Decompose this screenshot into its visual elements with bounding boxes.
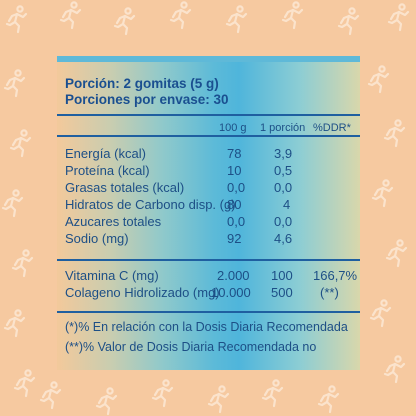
nutrient-per100: 78 [227, 146, 242, 161]
nutrient-portion: 4,6 [274, 231, 293, 246]
extra-name: Colageno Hidrolizado (mg) [65, 285, 220, 300]
nutrient-portion: 0,0 [274, 214, 293, 229]
nutrient-portion: 0,5 [274, 163, 293, 178]
servings-per-container: Porciones por envase: 30 [65, 92, 229, 107]
extra-per100: 2.000 [217, 268, 250, 283]
column-header-portion: 1 porción [260, 122, 306, 134]
nutrient-per100: 0,0 [227, 180, 246, 195]
nutrient-per100: 92 [227, 231, 242, 246]
divider [57, 259, 360, 261]
nutrient-name: Azucares totales [65, 214, 162, 229]
nutrient-portion: 0,0 [274, 180, 293, 195]
nutrient-name: Energía (kcal) [65, 146, 146, 161]
nutrient-per100: 0,0 [227, 214, 246, 229]
nutrient-name: Grasas totales (kcal) [65, 180, 185, 195]
column-header-ddr: %DDR* [313, 122, 351, 134]
nutrient-name: Proteína (kcal) [65, 163, 150, 178]
divider [57, 311, 360, 313]
nutrient-name: Sodio (mg) [65, 231, 129, 246]
divider [57, 135, 360, 137]
divider [57, 114, 360, 116]
nutrient-name: Hidratos de Carbono disp. (g) [65, 197, 236, 212]
extra-portion: 500 [271, 285, 293, 300]
nutrient-portion: 4 [283, 197, 291, 212]
column-header-100g: 100 g [219, 122, 247, 134]
nutrient-per100: 10 [227, 163, 242, 178]
footnote: (*)% En relación con la Dosis Diaria Rec… [65, 320, 348, 334]
footnote: (**)% Valor de Dosis Diaria Recomendada … [65, 340, 317, 354]
extra-name: Vitamina C (mg) [65, 268, 159, 283]
portion-size: Porción: 2 gomitas (5 g) [65, 76, 219, 91]
extra-portion: 100 [271, 268, 293, 283]
extra-ddr: (**) [320, 285, 339, 300]
extra-ddr: 166,7% [313, 268, 358, 283]
nutrient-portion: 3,9 [274, 146, 293, 161]
nutrient-per100: 80 [227, 197, 242, 212]
extra-per100: 10.000 [211, 285, 251, 300]
nutrition-facts-panel: Porción: 2 gomitas (5 g) Porciones por e… [57, 56, 360, 370]
